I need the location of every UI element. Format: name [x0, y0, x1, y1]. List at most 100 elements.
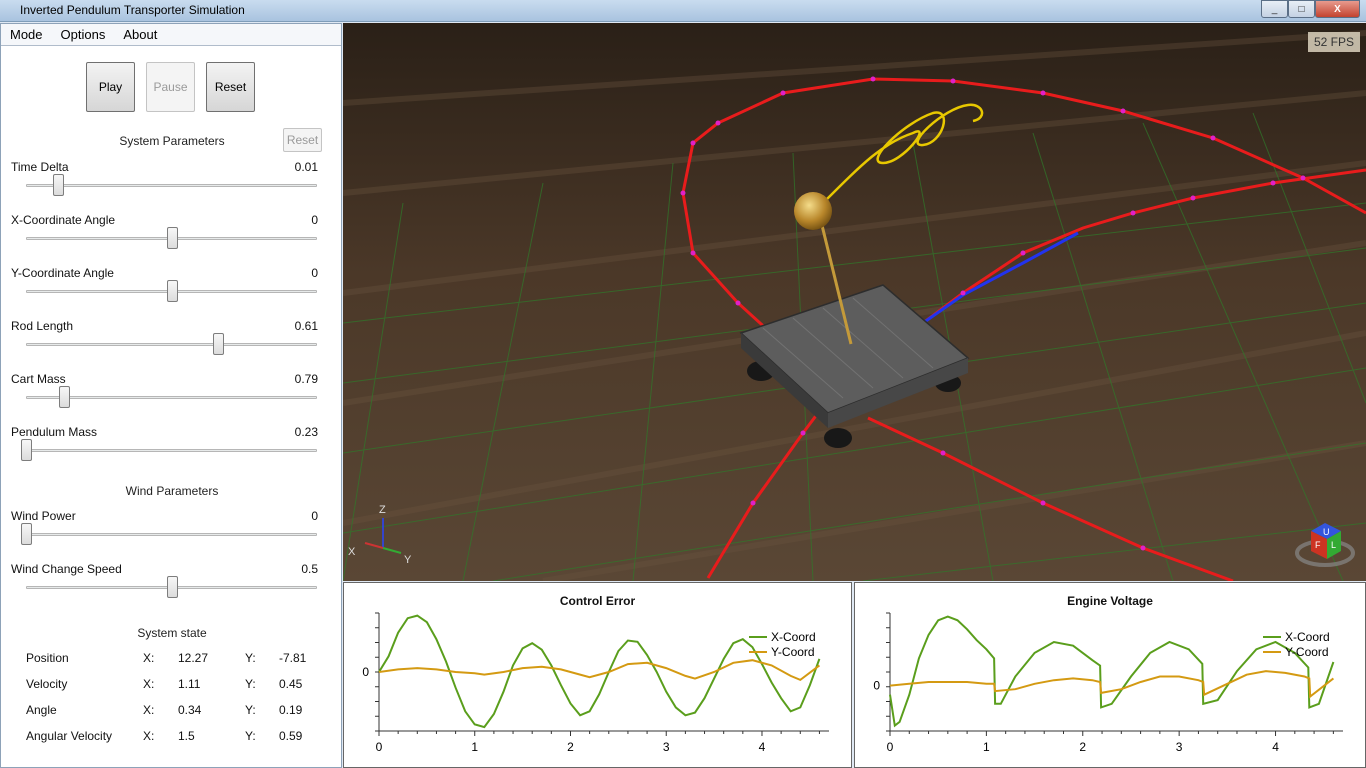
slider-thumb[interactable]	[166, 576, 178, 598]
x-tick-label: 0	[376, 740, 383, 754]
x-tick-label: 4	[759, 740, 766, 754]
x-tick-label: 1	[471, 740, 478, 754]
state-x-label: X:	[143, 703, 155, 717]
parameters-reset-button[interactable]: Reset	[283, 128, 322, 152]
parameter-value: 0.01	[294, 160, 318, 174]
chart-title: Engine Voltage	[1067, 594, 1153, 608]
x-tick-label: 2	[567, 740, 574, 754]
engine-voltage-chart: Engine Voltage 0 1 2 3 4 0 X-Coord Y-Coord	[854, 582, 1366, 768]
simulation-controls: Play Pause Reset	[86, 62, 255, 112]
state-x-value: 1.5	[178, 729, 195, 743]
view-cube[interactable]: U F L	[1295, 523, 1355, 567]
play-button[interactable]: Play	[86, 62, 135, 112]
reset-button[interactable]: Reset	[206, 62, 255, 112]
slider-thumb[interactable]	[58, 386, 70, 408]
state-row: Angle X: 0.34 Y: 0.19	[1, 703, 343, 721]
series-line-x-coord	[378, 614, 821, 729]
state-x-label: X:	[143, 729, 155, 743]
slider-thumb[interactable]	[21, 523, 32, 545]
simulation-viewport[interactable]: Z X Y U F L 52 FPS	[343, 23, 1366, 581]
parameter-value: 0	[311, 213, 318, 227]
series-line-y-coord	[889, 670, 1335, 699]
x-tick-label: 3	[1176, 740, 1183, 754]
parameter-row: Cart Mass 0.79	[1, 372, 343, 422]
axis-z-label: Z	[379, 504, 386, 516]
pendulum-ball	[794, 192, 832, 230]
state-y-value: 0.59	[279, 729, 303, 743]
series-line-y-coord	[378, 659, 821, 682]
wind-parameters-title: Wind Parameters	[125, 484, 219, 498]
pause-button[interactable]: Pause	[146, 62, 195, 112]
slider-thumb[interactable]	[53, 174, 64, 196]
trajectory-markers	[680, 76, 1306, 551]
y-tick-label: 0	[873, 679, 880, 693]
state-x-value: 12.27	[178, 651, 209, 665]
parameter-value: 0.79	[294, 372, 318, 386]
slider-track[interactable]	[26, 184, 317, 187]
state-row: Angular Velocity X: 1.5 Y: 0.59	[1, 729, 343, 747]
minimize-button[interactable]: _	[1261, 0, 1288, 18]
state-x-value: 1.11	[178, 677, 201, 691]
y-tick-label: 0	[362, 665, 369, 679]
pendulum-path	[822, 103, 984, 204]
chart-title: Control Error	[559, 594, 636, 608]
slider-track[interactable]	[26, 533, 317, 536]
legend-label: Y-Coord	[1285, 645, 1329, 659]
state-y-value: 0.19	[279, 703, 303, 717]
state-y-value: -7.81	[279, 651, 307, 665]
parameter-row: Wind Power 0	[1, 509, 343, 559]
parameter-value: 0	[311, 266, 318, 280]
slider-thumb[interactable]	[213, 333, 225, 355]
state-label: Velocity	[26, 677, 68, 691]
parameter-row: X-Coordinate Angle 0	[1, 213, 343, 263]
fps-counter: 52 FPS	[1307, 32, 1360, 52]
parameter-label: X-Coordinate Angle	[11, 213, 116, 227]
menu-options[interactable]: Options	[60, 26, 106, 42]
cube-face-left: L	[1331, 540, 1336, 550]
x-tick-label: 1	[983, 740, 990, 754]
parameter-label: Time Delta	[11, 160, 69, 174]
parameter-value: 0.5	[301, 562, 318, 576]
state-label: Angle	[26, 703, 57, 717]
state-label: Angular Velocity	[26, 729, 113, 743]
parameter-row: Rod Length 0.61	[1, 319, 343, 369]
axis-y-label: Y	[404, 554, 412, 566]
legend-label: Y-Coord	[771, 645, 815, 659]
state-y-label: Y:	[245, 729, 256, 743]
state-y-value: 0.45	[279, 677, 303, 691]
state-x-label: X:	[143, 651, 155, 665]
menu-mode[interactable]: Mode	[10, 26, 43, 42]
cube-face-front: F	[1315, 540, 1321, 550]
menu-about[interactable]: About	[123, 26, 158, 42]
slider-track[interactable]	[26, 343, 317, 346]
slider-thumb[interactable]	[21, 439, 32, 461]
parameter-label: Pendulum Mass	[11, 425, 98, 439]
slider-thumb[interactable]	[166, 227, 178, 249]
state-y-label: Y:	[245, 677, 256, 691]
scene-canvas: Z X Y U F L	[343, 23, 1366, 581]
state-x-value: 0.34	[178, 703, 202, 717]
parameter-value: 0.23	[294, 425, 318, 439]
parameter-label: Cart Mass	[11, 372, 66, 386]
system-parameters-title: System Parameters	[119, 134, 225, 148]
slider-track[interactable]	[26, 396, 317, 399]
cube-face-up: U	[1323, 527, 1330, 537]
slider-thumb[interactable]	[166, 280, 178, 302]
window-titlebar: Inverted Pendulum Transporter Simulation…	[0, 0, 1366, 22]
parameter-value: 0.61	[294, 319, 318, 333]
close-button[interactable]: X	[1315, 0, 1360, 18]
x-tick-label: 4	[1272, 740, 1279, 754]
state-y-label: Y:	[245, 703, 256, 717]
maximize-button[interactable]: □	[1288, 0, 1315, 18]
slider-track[interactable]	[26, 449, 317, 452]
system-state-title: System state	[137, 626, 207, 640]
parameter-row: Y-Coordinate Angle 0	[1, 266, 343, 316]
x-tick-label: 0	[887, 740, 894, 754]
state-x-label: X:	[143, 677, 155, 691]
parameter-value: 0	[311, 509, 318, 523]
window-title: Inverted Pendulum Transporter Simulation	[20, 3, 245, 17]
pendulum-rod	[817, 212, 853, 345]
x-tick-label: 3	[663, 740, 670, 754]
series-line-x-coord	[889, 615, 1335, 728]
